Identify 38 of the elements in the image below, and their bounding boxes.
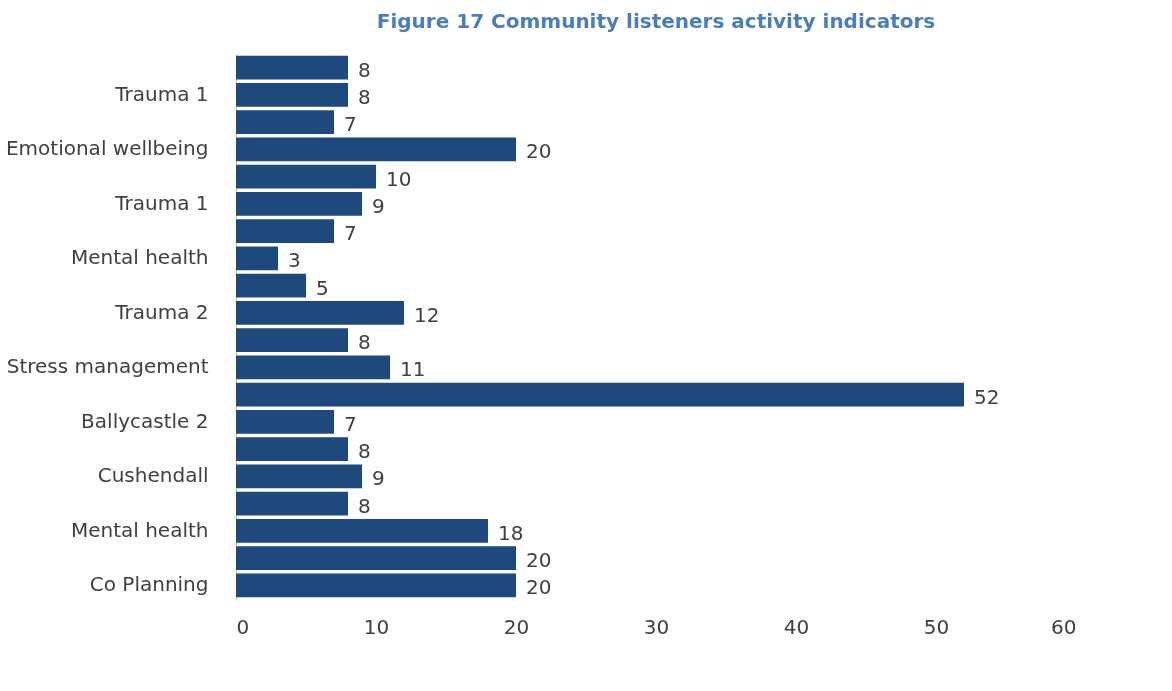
x-tick-label: 20 xyxy=(503,614,530,639)
data-label: 7 xyxy=(344,112,357,137)
data-label: 8 xyxy=(358,439,371,464)
y-tick-label: Cushendall xyxy=(97,463,209,488)
x-tick-label: 60 xyxy=(1051,614,1077,639)
data-label: 18 xyxy=(498,520,524,545)
y-tick-label: Trauma 1 xyxy=(114,81,209,106)
x-tick-label: 30 xyxy=(643,614,670,639)
data-label: 20 xyxy=(526,575,552,600)
data-label: 9 xyxy=(372,466,385,491)
data-label: 7 xyxy=(344,221,357,246)
y-tick-label: Trauma 1 xyxy=(114,190,209,215)
data-label: 3 xyxy=(288,248,301,273)
y-tick-label: Mental health xyxy=(70,245,209,270)
data-label: 9 xyxy=(372,193,385,218)
y-tick-label: Emotional wellbeing xyxy=(5,136,209,161)
data-label: 7 xyxy=(344,411,357,436)
data-label: 8 xyxy=(358,84,371,109)
data-label: 8 xyxy=(358,57,371,82)
chart-title: Figure 17 Community listeners activity indicators xyxy=(376,9,936,33)
y-tick-label: Trauma 2 xyxy=(114,299,209,324)
data-label: 8 xyxy=(358,330,371,355)
data-label: 10 xyxy=(386,166,412,191)
y-tick-label: Stress management xyxy=(6,354,209,379)
x-tick-label: 0 xyxy=(236,614,250,639)
data-label: 20 xyxy=(526,139,552,164)
y-tick-label: Mental health xyxy=(70,517,209,542)
x-tick-label: 10 xyxy=(363,614,390,639)
data-label: 12 xyxy=(414,302,440,327)
x-tick-label: 50 xyxy=(923,614,950,639)
data-label: 20 xyxy=(526,548,552,573)
x-tick-label: 40 xyxy=(783,614,810,639)
y-tick-label: Ballycastle 2 xyxy=(81,408,209,433)
data-label: 8 xyxy=(358,493,371,518)
data-label: 5 xyxy=(316,275,329,300)
data-label: 52 xyxy=(974,384,1000,409)
y-tick-label: Co Planning xyxy=(89,572,209,597)
data-label: 11 xyxy=(400,357,426,382)
